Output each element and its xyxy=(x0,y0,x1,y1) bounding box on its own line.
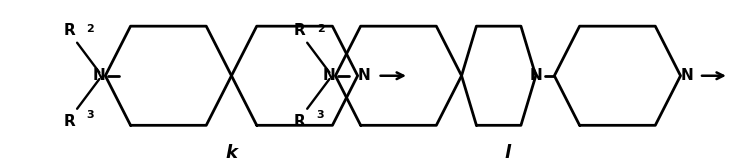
Text: N: N xyxy=(530,68,542,83)
Text: 3: 3 xyxy=(317,110,324,120)
Text: R: R xyxy=(294,23,305,38)
Text: R: R xyxy=(294,114,305,129)
Text: N: N xyxy=(92,68,105,83)
Text: k: k xyxy=(226,144,238,162)
Text: 2: 2 xyxy=(86,25,95,34)
Text: 3: 3 xyxy=(86,110,95,120)
Text: l: l xyxy=(505,144,511,162)
Text: R: R xyxy=(64,114,75,129)
Text: 2: 2 xyxy=(317,25,324,34)
Text: N: N xyxy=(358,68,370,83)
Text: N: N xyxy=(680,68,694,83)
Text: N: N xyxy=(323,68,335,83)
Text: R: R xyxy=(64,23,75,38)
